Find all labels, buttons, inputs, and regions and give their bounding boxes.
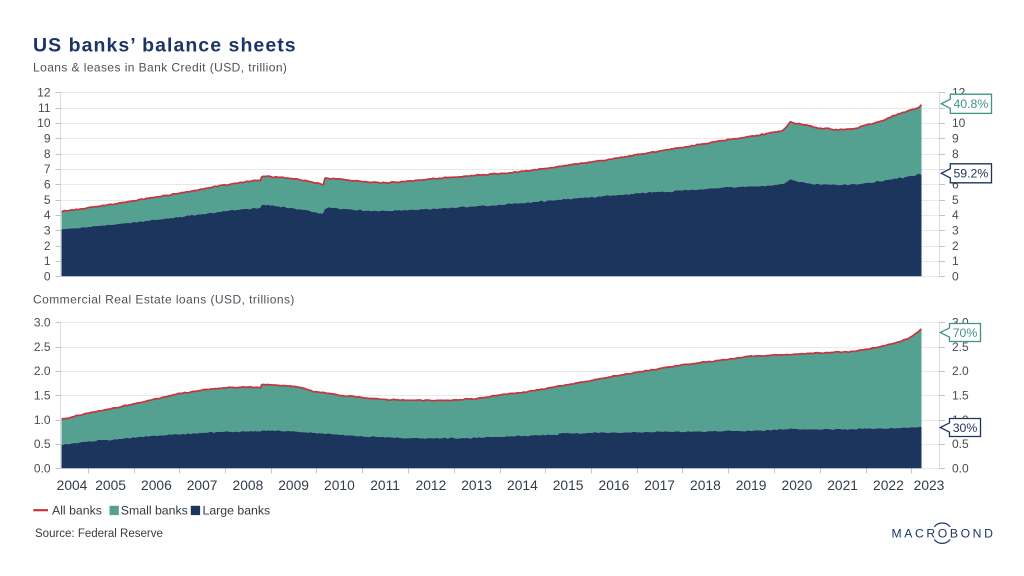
svg-text:2009: 2009 bbox=[278, 478, 309, 493]
svg-text:70%: 70% bbox=[953, 326, 978, 340]
svg-text:12: 12 bbox=[37, 86, 51, 100]
svg-text:2: 2 bbox=[952, 239, 959, 253]
svg-text:2014: 2014 bbox=[507, 478, 538, 493]
svg-text:6: 6 bbox=[952, 178, 959, 192]
svg-text:2006: 2006 bbox=[141, 478, 172, 493]
svg-text:2018: 2018 bbox=[690, 478, 721, 493]
svg-text:All banks: All banks bbox=[52, 503, 102, 517]
svg-text:4: 4 bbox=[44, 208, 51, 222]
svg-text:2.5: 2.5 bbox=[952, 340, 969, 354]
svg-text:0.0: 0.0 bbox=[952, 462, 969, 476]
svg-text:2013: 2013 bbox=[461, 478, 492, 493]
svg-text:4: 4 bbox=[952, 208, 959, 222]
svg-text:10: 10 bbox=[952, 116, 966, 130]
svg-text:2017: 2017 bbox=[644, 478, 675, 493]
svg-text:3: 3 bbox=[952, 224, 959, 238]
svg-text:0.5: 0.5 bbox=[34, 437, 51, 451]
svg-text:2019: 2019 bbox=[736, 478, 767, 493]
svg-text:5: 5 bbox=[952, 193, 959, 207]
svg-text:1.5: 1.5 bbox=[34, 388, 51, 402]
svg-text:40.8%: 40.8% bbox=[953, 97, 988, 111]
svg-text:2.0: 2.0 bbox=[952, 364, 969, 378]
svg-text:0: 0 bbox=[952, 270, 959, 284]
svg-text:1.5: 1.5 bbox=[952, 388, 969, 402]
svg-text:2022: 2022 bbox=[873, 478, 904, 493]
svg-text:0.5: 0.5 bbox=[952, 437, 969, 451]
svg-text:0: 0 bbox=[44, 270, 51, 284]
svg-text:2: 2 bbox=[44, 239, 51, 253]
svg-text:10: 10 bbox=[37, 116, 51, 130]
svg-text:2.0: 2.0 bbox=[34, 364, 51, 378]
svg-text:9: 9 bbox=[952, 132, 959, 146]
svg-text:30%: 30% bbox=[953, 421, 978, 435]
svg-text:Small banks: Small banks bbox=[121, 503, 188, 517]
svg-text:2015: 2015 bbox=[553, 478, 584, 493]
svg-text:2008: 2008 bbox=[233, 478, 264, 493]
svg-text:2007: 2007 bbox=[187, 478, 218, 493]
svg-text:3: 3 bbox=[44, 224, 51, 238]
svg-text:59.2%: 59.2% bbox=[953, 167, 988, 181]
svg-text:MACROBOND: MACROBOND bbox=[892, 527, 996, 541]
svg-text:5: 5 bbox=[44, 193, 51, 207]
svg-text:2023: 2023 bbox=[914, 478, 945, 493]
svg-text:Commercial Real Estate loans (: Commercial Real Estate loans (USD, trill… bbox=[33, 293, 295, 307]
svg-text:3.0: 3.0 bbox=[34, 315, 51, 329]
svg-text:1: 1 bbox=[44, 254, 51, 268]
svg-text:2016: 2016 bbox=[599, 478, 630, 493]
svg-text:0.0: 0.0 bbox=[34, 462, 51, 476]
svg-text:7: 7 bbox=[44, 162, 51, 176]
svg-text:6: 6 bbox=[44, 178, 51, 192]
svg-text:1: 1 bbox=[952, 254, 959, 268]
svg-text:2020: 2020 bbox=[782, 478, 813, 493]
svg-text:2011: 2011 bbox=[370, 478, 400, 493]
svg-text:Source: Federal Reserve: Source: Federal Reserve bbox=[35, 528, 163, 540]
svg-text:8: 8 bbox=[952, 147, 959, 161]
svg-text:2004: 2004 bbox=[57, 478, 88, 493]
svg-text:US banks’ balance sheets: US banks’ balance sheets bbox=[33, 34, 297, 56]
svg-text:2010: 2010 bbox=[324, 478, 355, 493]
svg-text:9: 9 bbox=[44, 132, 51, 146]
svg-text:2021: 2021 bbox=[827, 478, 858, 493]
svg-text:11: 11 bbox=[38, 101, 51, 115]
svg-text:Large banks: Large banks bbox=[203, 503, 271, 517]
svg-text:2005: 2005 bbox=[95, 478, 126, 493]
svg-text:Loans & leases in Bank Credit: Loans & leases in Bank Credit (USD, tril… bbox=[33, 61, 287, 75]
svg-text:2.5: 2.5 bbox=[34, 340, 51, 354]
svg-text:2012: 2012 bbox=[416, 478, 447, 493]
svg-text:1.0: 1.0 bbox=[34, 413, 51, 427]
svg-text:8: 8 bbox=[44, 147, 51, 161]
